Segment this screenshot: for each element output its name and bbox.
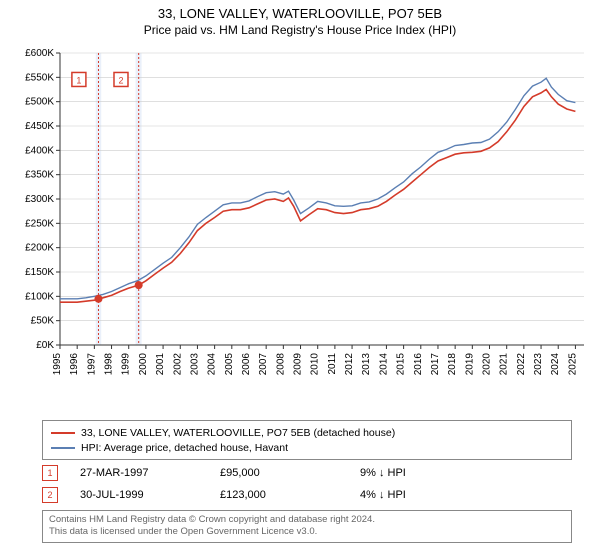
legend: 33, LONE VALLEY, WATERLOOVILLE, PO7 5EB …: [42, 420, 572, 460]
svg-text:2014: 2014: [378, 353, 389, 376]
svg-text:1998: 1998: [104, 353, 115, 376]
svg-text:1999: 1999: [121, 353, 132, 376]
svg-text:2023: 2023: [533, 353, 544, 376]
license-line-2: This data is licensed under the Open Gov…: [49, 526, 565, 538]
price-chart: £0K £50K £100K £150K £200K £250K £300K £350K £40…: [12, 45, 588, 415]
svg-text:2018: 2018: [447, 353, 458, 376]
legend-label: HPI: Average price, detached house, Hava…: [81, 442, 288, 454]
svg-text:£300K: £300K: [25, 194, 54, 205]
svg-text:1996: 1996: [69, 353, 80, 376]
svg-text:2016: 2016: [413, 353, 424, 376]
svg-text:£0K: £0K: [36, 340, 54, 351]
svg-text:1997: 1997: [86, 353, 97, 376]
svg-text:2005: 2005: [224, 353, 235, 376]
legend-label: 33, LONE VALLEY, WATERLOOVILLE, PO7 5EB …: [81, 427, 395, 439]
svg-text:2017: 2017: [430, 353, 441, 376]
legend-item: HPI: Average price, detached house, Hava…: [51, 440, 563, 455]
transaction-date: 27-MAR-1997: [80, 467, 220, 479]
svg-text:2019: 2019: [464, 353, 475, 376]
svg-text:2007: 2007: [258, 353, 269, 376]
legend-swatch: [51, 432, 75, 434]
svg-text:2008: 2008: [275, 353, 286, 376]
transaction-price: £95,000: [220, 467, 360, 479]
svg-text:2009: 2009: [293, 353, 304, 376]
svg-text:2: 2: [118, 75, 123, 85]
svg-text:£150K: £150K: [25, 267, 54, 278]
transaction-marker: 2: [42, 487, 58, 503]
title-subtitle: Price paid vs. HM Land Registry's House …: [0, 21, 600, 37]
svg-text:2022: 2022: [516, 353, 527, 376]
svg-text:2006: 2006: [241, 353, 252, 376]
svg-text:2015: 2015: [396, 353, 407, 376]
transaction-marker: 1: [42, 465, 58, 481]
svg-text:2024: 2024: [550, 353, 561, 376]
svg-text:2021: 2021: [499, 353, 510, 376]
transaction-delta: 4% ↓ HPI: [360, 489, 480, 501]
svg-text:£350K: £350K: [25, 170, 54, 181]
svg-text:£500K: £500K: [25, 97, 54, 108]
svg-text:2011: 2011: [327, 353, 338, 375]
svg-text:2004: 2004: [207, 353, 218, 376]
svg-text:2002: 2002: [172, 353, 183, 376]
svg-text:2020: 2020: [482, 353, 493, 376]
transaction-date: 30-JUL-1999: [80, 489, 220, 501]
svg-text:2012: 2012: [344, 353, 355, 376]
transaction-price: £123,000: [220, 489, 360, 501]
svg-text:£100K: £100K: [25, 291, 54, 302]
transaction-row: 1 27-MAR-1997£95,0009% ↓ HPI: [42, 462, 572, 484]
title-address: 33, LONE VALLEY, WATERLOOVILLE, PO7 5EB: [0, 0, 600, 21]
transaction-row: 2 30-JUL-1999£123,0004% ↓ HPI: [42, 484, 572, 506]
svg-text:£200K: £200K: [25, 243, 54, 254]
license-line-1: Contains HM Land Registry data © Crown c…: [49, 514, 565, 526]
svg-text:1: 1: [76, 75, 81, 85]
svg-text:£400K: £400K: [25, 145, 54, 156]
transaction-delta: 9% ↓ HPI: [360, 467, 480, 479]
svg-text:£450K: £450K: [25, 121, 54, 132]
svg-text:2025: 2025: [567, 353, 578, 376]
license-notice: Contains HM Land Registry data © Crown c…: [42, 510, 572, 543]
svg-text:2000: 2000: [138, 353, 149, 376]
svg-text:£50K: £50K: [31, 316, 55, 327]
svg-text:2013: 2013: [361, 353, 372, 376]
legend-item: 33, LONE VALLEY, WATERLOOVILLE, PO7 5EB …: [51, 425, 563, 440]
svg-text:£600K: £600K: [25, 48, 54, 59]
chart-area: £0K £50K £100K £150K £200K £250K £300K £350K £40…: [12, 45, 588, 415]
svg-text:1995: 1995: [52, 353, 63, 376]
svg-text:£250K: £250K: [25, 218, 54, 229]
svg-text:2001: 2001: [155, 353, 166, 376]
svg-text:2003: 2003: [189, 353, 200, 376]
legend-swatch: [51, 447, 75, 449]
svg-text:£550K: £550K: [25, 72, 54, 83]
svg-text:2010: 2010: [310, 353, 321, 376]
transaction-table: 1 27-MAR-1997£95,0009% ↓ HPI 2 30-JUL-1999£…: [42, 462, 572, 506]
